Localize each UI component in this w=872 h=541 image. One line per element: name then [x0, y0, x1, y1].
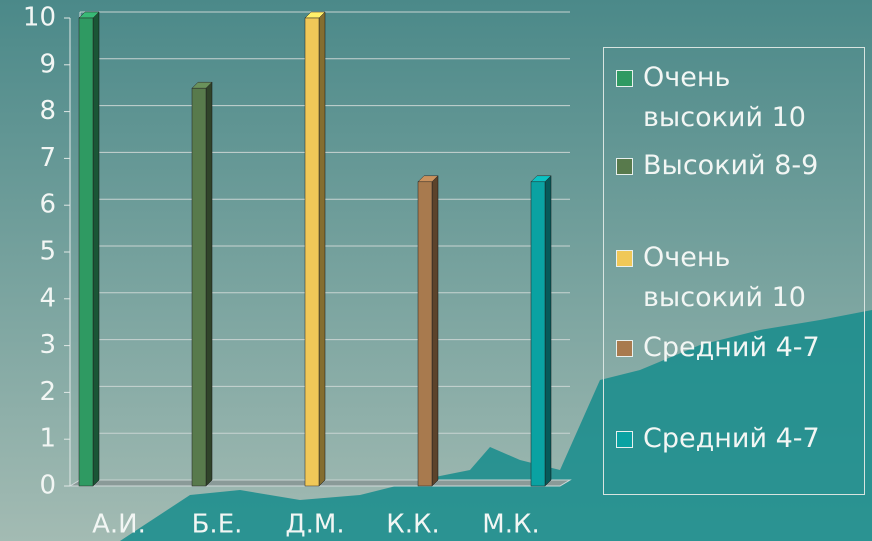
x-tick-label: К.К. — [386, 510, 439, 540]
bar — [304, 17, 320, 487]
y-tick-label: 10 — [23, 3, 56, 33]
legend-swatch — [616, 340, 633, 357]
legend-label: Средний 4-7 — [643, 423, 820, 454]
bar-side — [205, 81, 213, 487]
y-tick-label: 6 — [39, 190, 56, 220]
y-tick-label: 3 — [39, 330, 56, 360]
legend-swatch — [616, 250, 633, 267]
bar-side — [431, 175, 439, 487]
y-tick-label: 8 — [39, 96, 56, 126]
y-tick-label: 9 — [39, 49, 56, 79]
y-tick-label: 1 — [39, 424, 56, 454]
legend-label: Очень высокий 10 — [643, 62, 806, 133]
y-tick-label: 0 — [39, 471, 56, 501]
legend-item: Очень высокий 10 — [616, 58, 856, 138]
legend-item: Высокий 8-9 — [616, 146, 856, 186]
bar — [191, 87, 207, 487]
bar — [78, 17, 94, 487]
legend-swatch — [616, 431, 633, 448]
bar — [417, 181, 433, 487]
y-tick-label: 5 — [39, 237, 56, 267]
legend: Очень высокий 10 Высокий 8-9 Очень высокий… — [603, 47, 865, 495]
x-tick-label: Б.Е. — [192, 510, 243, 540]
legend-label: Очень высокий 10 — [643, 242, 806, 313]
bar-side — [544, 175, 552, 487]
legend-item: Средний 4-7 — [616, 328, 856, 368]
legend-swatch — [616, 70, 633, 87]
legend-label: Средний 4-7 — [643, 332, 820, 363]
bar — [530, 181, 546, 487]
legend-item: Очень высокий 10 — [616, 238, 856, 318]
legend-swatch — [616, 158, 633, 175]
bar-side — [92, 11, 100, 487]
x-tick-label: А.И. — [92, 510, 146, 540]
x-tick-label: Д.М. — [285, 510, 344, 540]
background-shape — [120, 310, 872, 541]
legend-label: Высокий 8-9 — [643, 150, 819, 181]
y-tick-label: 2 — [39, 377, 56, 407]
x-tick-label: М.К. — [482, 510, 539, 540]
bar-side — [318, 11, 326, 487]
legend-item: Средний 4-7 — [616, 419, 856, 459]
y-tick-label: 7 — [39, 143, 56, 173]
y-tick-label: 4 — [39, 283, 56, 313]
